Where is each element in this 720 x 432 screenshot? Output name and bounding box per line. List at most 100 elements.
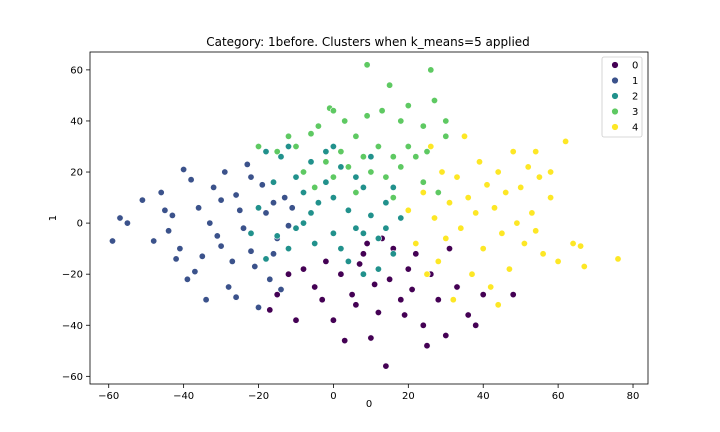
data-point-cluster-2 <box>352 224 360 232</box>
data-point-cluster-1 <box>284 222 292 230</box>
legend-label-0: 0 <box>632 61 638 72</box>
data-point-cluster-4 <box>457 224 465 232</box>
data-point-cluster-4 <box>434 257 442 265</box>
data-point-cluster-3 <box>397 117 405 125</box>
data-point-cluster-4 <box>535 173 543 181</box>
data-point-cluster-3 <box>389 194 397 202</box>
y-axis-ticks: −60 −40 −20 0 20 40 60 <box>62 65 90 383</box>
data-point-cluster-2 <box>255 204 263 212</box>
data-point-cluster-2 <box>344 206 352 214</box>
data-point-cluster-4 <box>532 148 540 156</box>
data-point-cluster-2 <box>382 199 390 207</box>
data-point-cluster-0 <box>401 311 409 319</box>
data-point-cluster-2 <box>284 245 292 253</box>
data-point-cluster-2 <box>329 194 337 202</box>
data-point-cluster-1 <box>217 242 225 250</box>
data-point-cluster-0 <box>363 240 371 248</box>
data-point-cluster-0 <box>299 265 307 273</box>
data-point-cluster-4 <box>442 234 450 242</box>
data-point-cluster-2 <box>329 143 337 151</box>
data-point-cluster-2 <box>359 183 367 191</box>
data-point-cluster-2 <box>269 178 277 186</box>
data-point-cluster-4 <box>547 168 555 176</box>
data-point-cluster-1 <box>232 293 240 301</box>
data-point-cluster-2 <box>273 232 281 240</box>
data-point-cluster-3 <box>299 168 307 176</box>
data-point-cluster-1 <box>266 275 274 283</box>
legend-marker-4 <box>611 123 619 131</box>
data-point-cluster-2 <box>382 224 390 232</box>
data-point-cluster-0 <box>397 296 405 304</box>
data-point-cluster-2 <box>389 183 397 191</box>
data-point-cluster-2 <box>299 189 307 197</box>
y-tick-label: 0 <box>77 219 83 230</box>
data-point-cluster-4 <box>427 143 435 151</box>
data-point-cluster-1 <box>168 211 176 219</box>
data-point-cluster-2 <box>374 234 382 242</box>
data-point-cluster-4 <box>513 219 521 227</box>
data-point-cluster-0 <box>464 311 472 319</box>
data-point-cluster-1 <box>240 224 248 232</box>
data-point-cluster-4 <box>528 209 536 217</box>
data-point-cluster-0 <box>371 280 379 288</box>
x-tick-label: 80 <box>627 391 640 402</box>
legend-marker-0 <box>611 61 619 69</box>
data-point-cluster-3 <box>344 163 352 171</box>
data-point-cluster-3 <box>434 189 442 197</box>
data-point-cluster-0 <box>453 283 461 291</box>
data-point-cluster-4 <box>449 296 457 304</box>
data-point-cluster-4 <box>498 229 506 237</box>
data-point-cluster-4 <box>419 189 427 197</box>
data-point-cluster-3 <box>419 178 427 186</box>
y-tick-label: −40 <box>62 321 83 332</box>
data-point-cluster-2 <box>397 214 405 222</box>
data-point-cluster-2 <box>367 211 375 219</box>
data-point-cluster-4 <box>487 283 495 291</box>
data-point-cluster-4 <box>412 240 420 248</box>
y-tick-label: 20 <box>70 168 83 179</box>
data-point-cluster-4 <box>569 240 577 248</box>
data-point-cluster-0 <box>348 291 356 299</box>
x-tick-label: −20 <box>248 391 269 402</box>
x-axis-label: 0 <box>366 399 372 410</box>
data-point-cluster-1 <box>150 237 158 245</box>
data-point-cluster-4 <box>430 214 438 222</box>
data-point-cluster-0 <box>352 301 360 309</box>
data-point-cluster-1 <box>247 173 255 181</box>
data-point-cluster-2 <box>359 229 367 237</box>
data-point-cluster-3 <box>389 153 397 161</box>
legend-label-2: 2 <box>632 92 638 103</box>
data-point-cluster-3 <box>314 122 322 130</box>
data-point-cluster-1 <box>277 285 285 293</box>
data-point-cluster-0 <box>273 291 281 299</box>
data-point-cluster-0 <box>408 285 416 293</box>
y-tick-label: −60 <box>62 372 83 383</box>
data-point-cluster-1 <box>138 196 146 204</box>
y-axis-label: 1 <box>48 215 59 221</box>
data-point-cluster-1 <box>217 196 225 204</box>
data-point-cluster-0 <box>374 308 382 316</box>
data-point-cluster-2 <box>262 255 270 263</box>
data-point-cluster-1 <box>198 252 206 260</box>
data-point-cluster-3 <box>322 158 330 166</box>
data-point-cluster-4 <box>445 199 453 207</box>
data-point-cluster-0 <box>445 245 453 253</box>
x-tick-label: 60 <box>552 391 565 402</box>
legend-marker-2 <box>611 92 619 100</box>
data-point-cluster-0 <box>337 270 345 278</box>
y-tick-label: −20 <box>62 270 83 281</box>
x-tick-label: −40 <box>173 391 194 402</box>
data-point-cluster-1 <box>176 245 184 253</box>
data-point-cluster-3 <box>311 183 319 191</box>
data-point-cluster-1 <box>180 166 188 174</box>
legend-label-1: 1 <box>632 76 638 87</box>
data-point-cluster-0 <box>509 291 517 299</box>
x-axis-ticks: −60 −40 −20 0 20 40 60 80 <box>98 384 639 402</box>
data-point-cluster-4 <box>509 148 517 156</box>
data-point-cluster-1 <box>281 194 289 202</box>
data-point-cluster-3 <box>442 117 450 125</box>
data-point-cluster-1 <box>262 209 270 217</box>
data-point-cluster-1 <box>251 262 259 270</box>
data-point-cluster-1 <box>210 183 218 191</box>
data-point-cluster-4 <box>517 183 525 191</box>
